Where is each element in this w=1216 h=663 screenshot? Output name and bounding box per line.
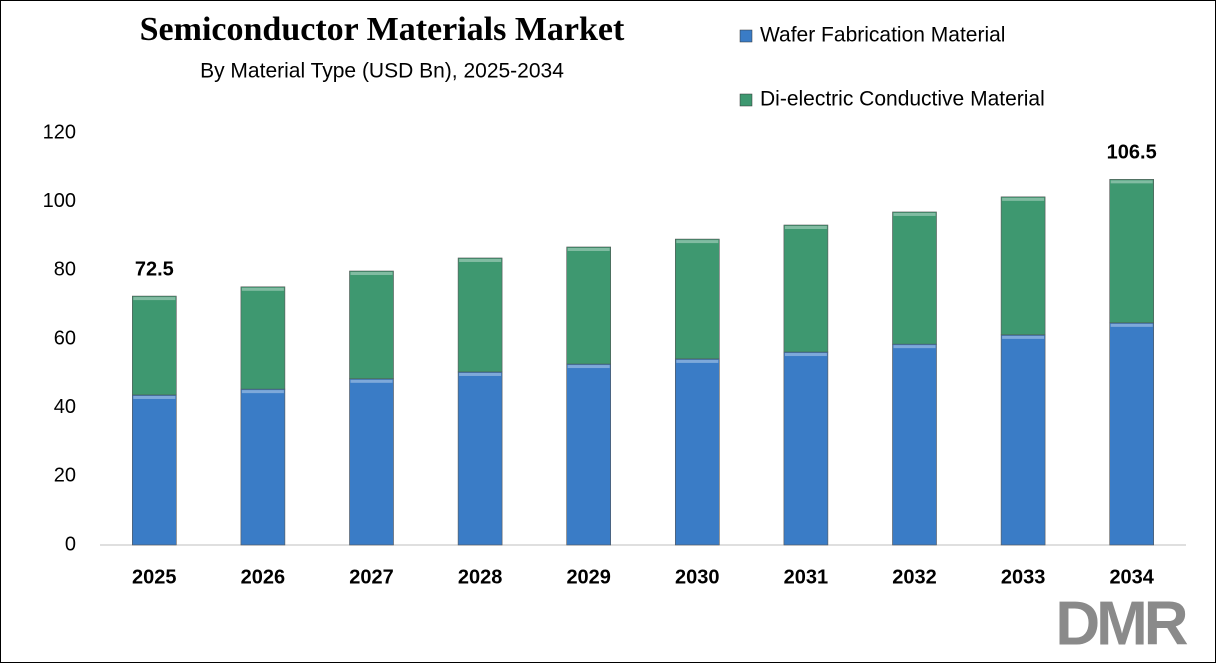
bar-highlight — [567, 247, 610, 251]
bar-highlight — [676, 359, 719, 363]
bar-highlight — [133, 297, 176, 301]
y-tick-label: 20 — [54, 465, 76, 487]
bar-segment — [566, 363, 612, 546]
bar-segment — [240, 286, 286, 390]
bar-highlight — [1110, 323, 1153, 327]
bar-segment — [1000, 196, 1046, 336]
data-label: 72.5 — [135, 258, 174, 280]
y-tick-label: 80 — [54, 259, 76, 281]
x-tick-label: 2028 — [458, 566, 503, 588]
x-tick-label: 2026 — [241, 566, 286, 588]
bar-segment — [1109, 179, 1154, 324]
x-tick-label: 2029 — [566, 566, 611, 588]
bar-segment — [457, 371, 503, 546]
bar-highlight — [350, 379, 393, 383]
bar-highlight — [459, 372, 502, 376]
bar-segment — [132, 295, 177, 396]
bar-highlight — [676, 240, 719, 244]
y-tick-label: 40 — [54, 396, 76, 418]
bar-highlight — [893, 212, 936, 216]
bar-highlight — [1002, 335, 1045, 339]
y-tick-label: 120 — [43, 121, 76, 143]
legend-label: Di-electric Conductive Material — [760, 88, 1045, 111]
y-tick-label: 0 — [65, 533, 76, 555]
bar-segment — [783, 224, 829, 353]
bar-segment — [240, 388, 286, 546]
x-tick-label: 2030 — [675, 566, 720, 588]
chart-title: Semiconductor Materials Market — [140, 11, 625, 48]
bar-highlight — [241, 390, 284, 394]
bar-highlight — [241, 287, 284, 291]
bar-segment — [457, 257, 503, 373]
legend-swatch — [739, 93, 753, 107]
bar-segment — [1109, 322, 1154, 546]
bar-highlight — [784, 353, 827, 357]
y-tick-label: 60 — [54, 327, 76, 349]
bar-segment — [674, 358, 720, 546]
bar-segment — [674, 238, 720, 360]
bar-highlight — [133, 395, 176, 399]
logo: DMR — [1055, 589, 1187, 658]
bar-highlight — [567, 365, 610, 369]
data-label: 106.5 — [1107, 142, 1157, 164]
x-tick-label: 2027 — [349, 566, 394, 588]
chart-subtitle: By Material Type (USD Bn), 2025-2034 — [200, 60, 564, 83]
x-tick-label: 2033 — [1001, 566, 1046, 588]
bar-segment — [1000, 334, 1046, 546]
bar-segment — [783, 351, 829, 546]
bar-highlight — [784, 226, 827, 230]
x-tick-label: 2031 — [784, 566, 829, 588]
x-tick-label: 2032 — [892, 566, 937, 588]
bar-segment — [349, 270, 394, 380]
y-tick-label: 100 — [43, 190, 76, 212]
bar-segment — [132, 394, 177, 546]
bar-highlight — [1110, 180, 1153, 184]
legend-label: Wafer Fabrication Material — [760, 24, 1005, 47]
legend-swatch — [739, 29, 753, 43]
x-tick-label: 2034 — [1109, 566, 1154, 588]
bar-highlight — [893, 345, 936, 349]
bar-segment — [892, 343, 937, 546]
x-tick-label: 2025 — [132, 566, 177, 588]
bar-highlight — [459, 258, 502, 262]
bar-segment — [566, 246, 612, 365]
bar-segment — [892, 211, 937, 345]
bar-highlight — [1002, 197, 1045, 201]
bar-highlight — [350, 272, 393, 276]
bar-segment — [349, 378, 394, 546]
